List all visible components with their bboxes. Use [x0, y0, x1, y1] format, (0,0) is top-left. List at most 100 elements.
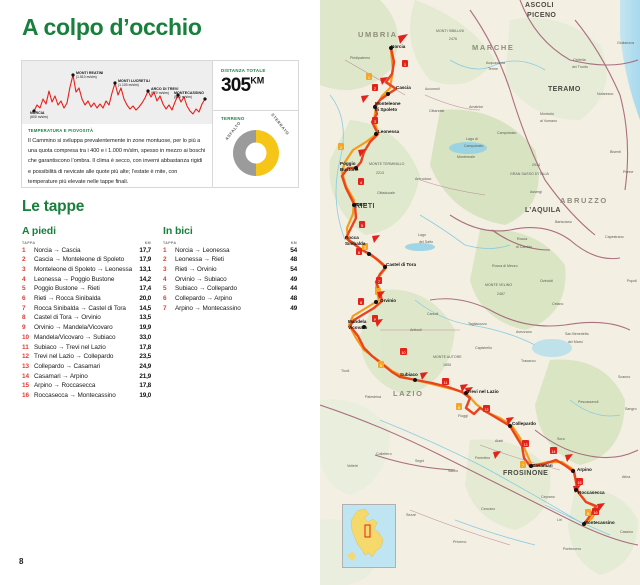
map-stop-label: Subiaco: [400, 372, 418, 377]
map-minor-label: Carsoli: [427, 312, 438, 316]
table-row: 7 Arpino → Montecassino 49: [163, 305, 297, 312]
elevation-profile: NORCIA (600 m/slm) MONTI REATINI (1.510 …: [22, 61, 212, 124]
stage-number: 14: [22, 372, 30, 380]
stage-route: Poggio Bustone → Rieti: [34, 285, 100, 293]
stage-route: Rieti → Rocca Sinibalda: [34, 295, 101, 303]
stage-route: Castel di Tora → Orvinio: [34, 314, 101, 322]
map-minor-label: MONTI SIBILLINI: [436, 29, 464, 33]
stage-km: 54: [290, 265, 297, 273]
svg-text:2: 2: [374, 86, 377, 91]
stage-number: 6: [22, 295, 26, 303]
map-stop-label: RIETI: [355, 202, 367, 207]
map-minor-label: Piedipaterno: [350, 56, 370, 60]
svg-text:13: 13: [524, 443, 528, 447]
total-distance-block: DISTANZA TOTALE 305KM: [213, 61, 298, 111]
map-minor-label: 2213: [376, 171, 384, 175]
map-minor-label: Sora: [557, 437, 565, 441]
overview-card: NORCIA (600 m/slm) MONTI REATINI (1.510 …: [21, 60, 299, 188]
map-minor-labels: MONTI SIBILLINI2476PiedipaternoAcquasant…: [341, 29, 637, 551]
map-minor-label: Tivoli: [341, 369, 349, 373]
stage-number: 12: [22, 353, 30, 361]
map-minor-label: Cassino: [620, 530, 633, 534]
terrain-label: TERRENO: [221, 116, 245, 121]
stage-number: 3: [22, 265, 26, 273]
map-minor-label: Acquasanta: [486, 61, 505, 65]
svg-text:14: 14: [552, 450, 556, 454]
map-stop-label: Castel di Tora: [386, 262, 416, 267]
map-minor-label: Penne: [623, 170, 633, 174]
map-city-label: FROSINONE: [503, 470, 548, 477]
stages-section-title: Le tappe: [22, 198, 85, 215]
stage-number: 5: [22, 285, 26, 293]
map-stop-label: Rocca: [345, 235, 359, 240]
stage-route: Monteleone di Spoleto → Leonessa: [34, 265, 133, 273]
map-stop-label: Roccasecca: [578, 490, 605, 495]
table-row: 10 Mandela/Vicovaro → Subiaco 33,0: [22, 333, 151, 341]
stage-km: 13,1: [139, 265, 151, 273]
italy-inset-map: [342, 504, 396, 568]
map-minor-label: Civitella: [573, 58, 586, 62]
stage-number: 11: [22, 343, 29, 351]
table-row: 3 Monteleone di Spoleto → Leonessa 13,1: [22, 265, 151, 273]
map-minor-label: Capestrano: [605, 235, 624, 239]
stage-route: Collepardo → Casamari: [34, 362, 101, 370]
map-minor-label: Anticoli: [410, 328, 422, 332]
map-stop-label: Cascia: [396, 85, 411, 90]
stage-route: Rieti → Orvinio: [175, 265, 217, 273]
table-row: 11 Subiaco → Trevi nel Lazio 17,8: [22, 343, 151, 351]
stages-table-in-bici: TAPPA KM 1 Norcia → Leonessa 54 2 Leonessa → R…: [163, 241, 297, 315]
map-minor-label: Rocca: [517, 237, 527, 241]
stage-km: 21,9: [139, 372, 151, 380]
map-canvas[interactable]: 1 2 3 4 5 6 7 8 9 10 11 12 13 14 15 16 1…: [320, 0, 640, 585]
map-minor-label: Montorio: [540, 112, 554, 116]
svg-text:3: 3: [374, 119, 377, 124]
bike-stage-markers: 1 2 3 4 5 6 7 8: [338, 73, 591, 516]
peak-label-monti-lucretili: MONTI LUCRETILI (1.100 m/slm): [118, 79, 151, 88]
map-minor-label: Capistrello: [475, 346, 492, 350]
svg-text:1: 1: [404, 62, 407, 67]
stage-number: 6: [163, 295, 167, 303]
svg-text:5: 5: [361, 223, 364, 228]
peak-label-monti-reatini: MONTI REATINI (1.510 m/slm): [76, 71, 104, 80]
stage-route: Norcia → Leonessa: [175, 246, 230, 254]
stage-number: 2: [163, 256, 167, 264]
map-minor-label: Rocca di Mezzo: [492, 264, 518, 268]
page-number: 8: [19, 557, 24, 566]
map-minor-label: dei Marsi: [568, 340, 583, 344]
map-minor-label: Pescasseroli: [578, 400, 599, 404]
map-minor-label: di Cambio: [516, 245, 532, 249]
svg-text:16: 16: [594, 511, 598, 515]
walking-stage-markers: 1 2 3 4 5 6 7 8 9 10 11 12 13 14 15 16: [356, 60, 599, 515]
map-stop-label: Leonessa: [378, 129, 400, 134]
route-map[interactable]: 1 2 3 4 5 6 7 8 9 10 11 12 13 14 15 16 1…: [320, 0, 640, 585]
map-minor-label: 1855: [443, 363, 451, 367]
svg-text:9: 9: [374, 317, 377, 322]
svg-text:12: 12: [485, 408, 489, 412]
distance-unit: KM: [250, 75, 265, 86]
stage-number: 9: [22, 324, 26, 332]
svg-text:10: 10: [402, 351, 406, 355]
table-row: 2 Leonessa → Rieti 48: [163, 256, 297, 264]
stage-km: 24,9: [139, 362, 151, 370]
stage-route: Mandela/Vicovaro → Subiaco: [34, 333, 116, 341]
stage-number: 4: [163, 275, 167, 283]
map-minor-label: al Vomano: [540, 119, 557, 123]
map-minor-label: Antrodoco: [415, 177, 431, 181]
stage-km: 17,9: [139, 256, 151, 264]
map-minor-label: 2914: [532, 163, 540, 167]
map-minor-label: Notaresco: [597, 92, 613, 96]
stage-km: 49: [290, 275, 297, 283]
stage-number: 13: [22, 362, 30, 370]
temperature-heading: TEMPERATURA E PIOVOSITÀ: [28, 128, 94, 133]
table-row: 4 Orvinio → Subiaco 49: [163, 275, 297, 283]
stage-km: 19,0: [139, 392, 151, 400]
stage-route: Leonessa → Poggio Bustone: [34, 275, 115, 283]
map-minor-label: Ovindoli: [540, 279, 553, 283]
stage-km: 44: [290, 285, 297, 293]
card-right: DISTANZA TOTALE 305KM TERRENO: [213, 61, 298, 187]
stage-km: 17,8: [139, 343, 151, 351]
map-stop-label: Orvinio: [380, 298, 396, 303]
svg-text:7: 7: [378, 279, 381, 284]
peak-label-arco-di-trevi: ARCO DI TREVI (970 m/slm): [151, 87, 179, 96]
stage-km: 48: [290, 295, 297, 303]
